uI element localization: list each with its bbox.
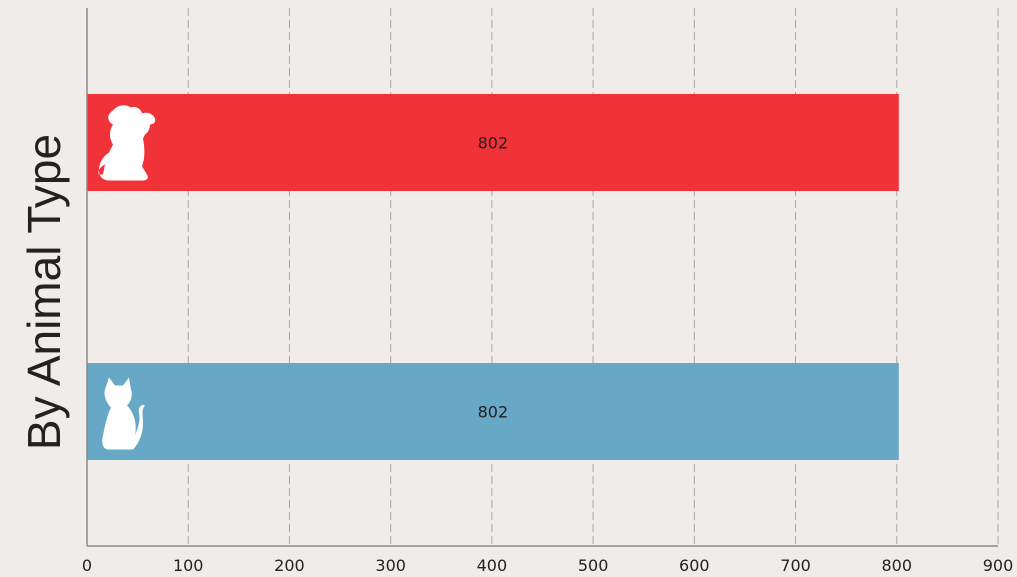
bar-group-0: 802 [87,94,899,191]
x-tick-label-0: 0 [82,556,92,575]
bar-0 [87,94,899,191]
x-tick-label-700: 700 [780,556,811,575]
bar-value-label-0: 802 [478,134,509,153]
x-tick-label-800: 800 [882,556,913,575]
x-tick-label-400: 400 [477,556,508,575]
x-tick-label-300: 300 [375,556,406,575]
x-tick-label-200: 200 [274,556,305,575]
bars: 802 802 [87,94,899,460]
x-tick-label-600: 600 [679,556,710,575]
bar-group-1: 802 [87,363,899,460]
bar-value-label-1: 802 [478,403,509,422]
cat-icon [102,377,145,450]
x-tick-label-100: 100 [173,556,204,575]
x-tick-label-500: 500 [578,556,609,575]
dog-icon [98,105,156,181]
x-tick-labels: 0 100 200 300 400 500 600 700 800 900 [82,556,1013,575]
y-axis-label: By Animal Type [18,134,70,450]
gridlines [187,8,999,546]
x-tick-label-900: 900 [983,556,1014,575]
bar-1 [87,363,899,460]
axes [86,8,998,547]
